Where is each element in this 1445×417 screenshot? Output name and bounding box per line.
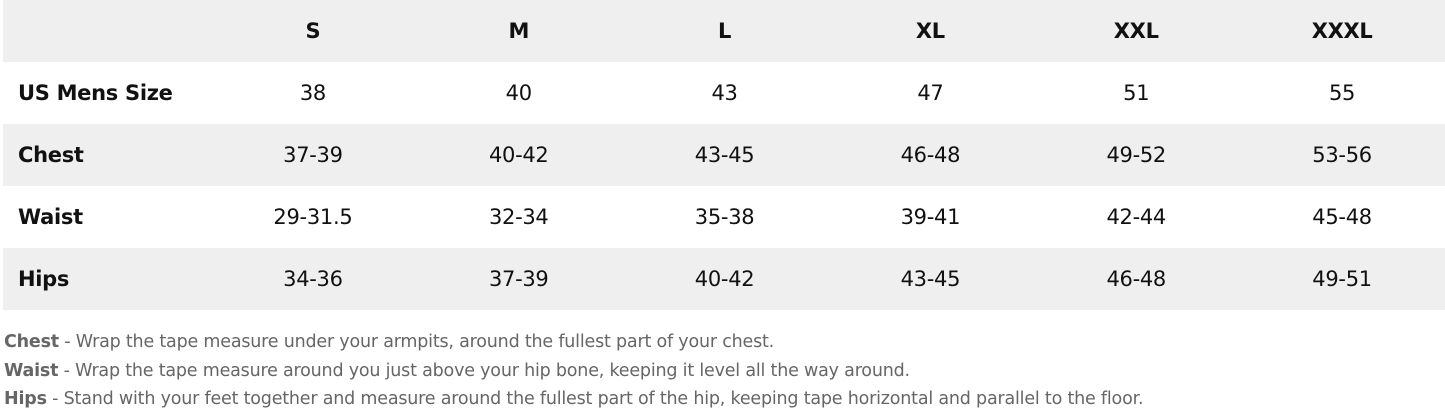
measurement-notes: Chest - Wrap the tape measure under your… — [4, 328, 1144, 414]
header-cell: M — [508, 19, 530, 43]
row-label: Hips — [18, 267, 70, 291]
note-text: - Stand with your feet together and meas… — [46, 389, 1144, 409]
table-cell: 37-39 — [488, 267, 549, 291]
size-chart-table: S M L XL XXL XXXL US Mens Size 38 40 43 47 51… — [3, 0, 1445, 310]
note-text: - Wrap the tape measure under your armpi… — [58, 332, 775, 352]
table-cell: 42-44 — [1106, 205, 1166, 229]
header-cell: XXXL — [1311, 19, 1373, 43]
table-cell: 38 — [299, 81, 326, 105]
table-cell: 46-48 — [900, 143, 961, 167]
note-text: - Wrap the tape measure around you just … — [58, 360, 910, 381]
table-cell: 45-48 — [1312, 205, 1372, 229]
table-row: Chest 37-39 40-42 43-45 46-48 49-52 53-56 — [3, 124, 1445, 186]
table-row: Waist 29-31.5 32-34 35-38 39-41 42-44 45-48 — [3, 186, 1445, 248]
table-cell: 32-34 — [488, 205, 549, 229]
note-line: Chest - Wrap the tape measure under your… — [4, 328, 1143, 357]
table-row: Hips 34-36 37-39 40-42 43-45 46-48 49-51 — [3, 248, 1445, 310]
table-cell: 43-45 — [694, 143, 755, 167]
row-label: US Mens Size — [18, 81, 173, 105]
table-cell: 39-41 — [900, 205, 961, 229]
header-cell: L — [718, 19, 732, 43]
note-term: Hips — [4, 389, 47, 409]
table-cell: 29-31.5 — [273, 205, 353, 229]
table-cell: 35-38 — [694, 205, 755, 229]
table-cell: 34-36 — [283, 267, 343, 291]
header-cell: XXL — [1113, 19, 1159, 43]
row-label: Waist — [18, 205, 83, 229]
table-cell: 51 — [1123, 81, 1150, 105]
table-cell: 40 — [505, 81, 532, 105]
table-cell: 46-48 — [1106, 267, 1166, 291]
table-cell: 53-56 — [1312, 143, 1372, 167]
table-cell: 40-42 — [488, 143, 549, 167]
note-line: Hips - Stand with your feet together and… — [4, 385, 1144, 414]
header-cell — [3, 0, 210, 62]
table-cell: 49-52 — [1106, 143, 1166, 167]
table-row: US Mens Size 38 40 43 47 51 55 — [3, 62, 1445, 124]
table-cell: 43-45 — [900, 267, 961, 291]
header-cell: XL — [915, 19, 945, 43]
row-label: Chest — [18, 143, 84, 167]
note-term: Chest — [4, 332, 59, 352]
table-cell: 55 — [1329, 81, 1356, 105]
table-cell: 40-42 — [694, 267, 755, 291]
table-cell: 37-39 — [283, 143, 343, 167]
table-cell: 47 — [917, 81, 944, 105]
note-line: Waist - Wrap the tape measure around you… — [4, 357, 1143, 386]
header-cell: S — [305, 19, 321, 43]
table-cell: 49-51 — [1312, 267, 1372, 291]
header-row: S M L XL XXL XXXL — [3, 0, 1445, 62]
note-term: Waist — [4, 360, 59, 381]
table-cell: 43 — [711, 81, 738, 105]
